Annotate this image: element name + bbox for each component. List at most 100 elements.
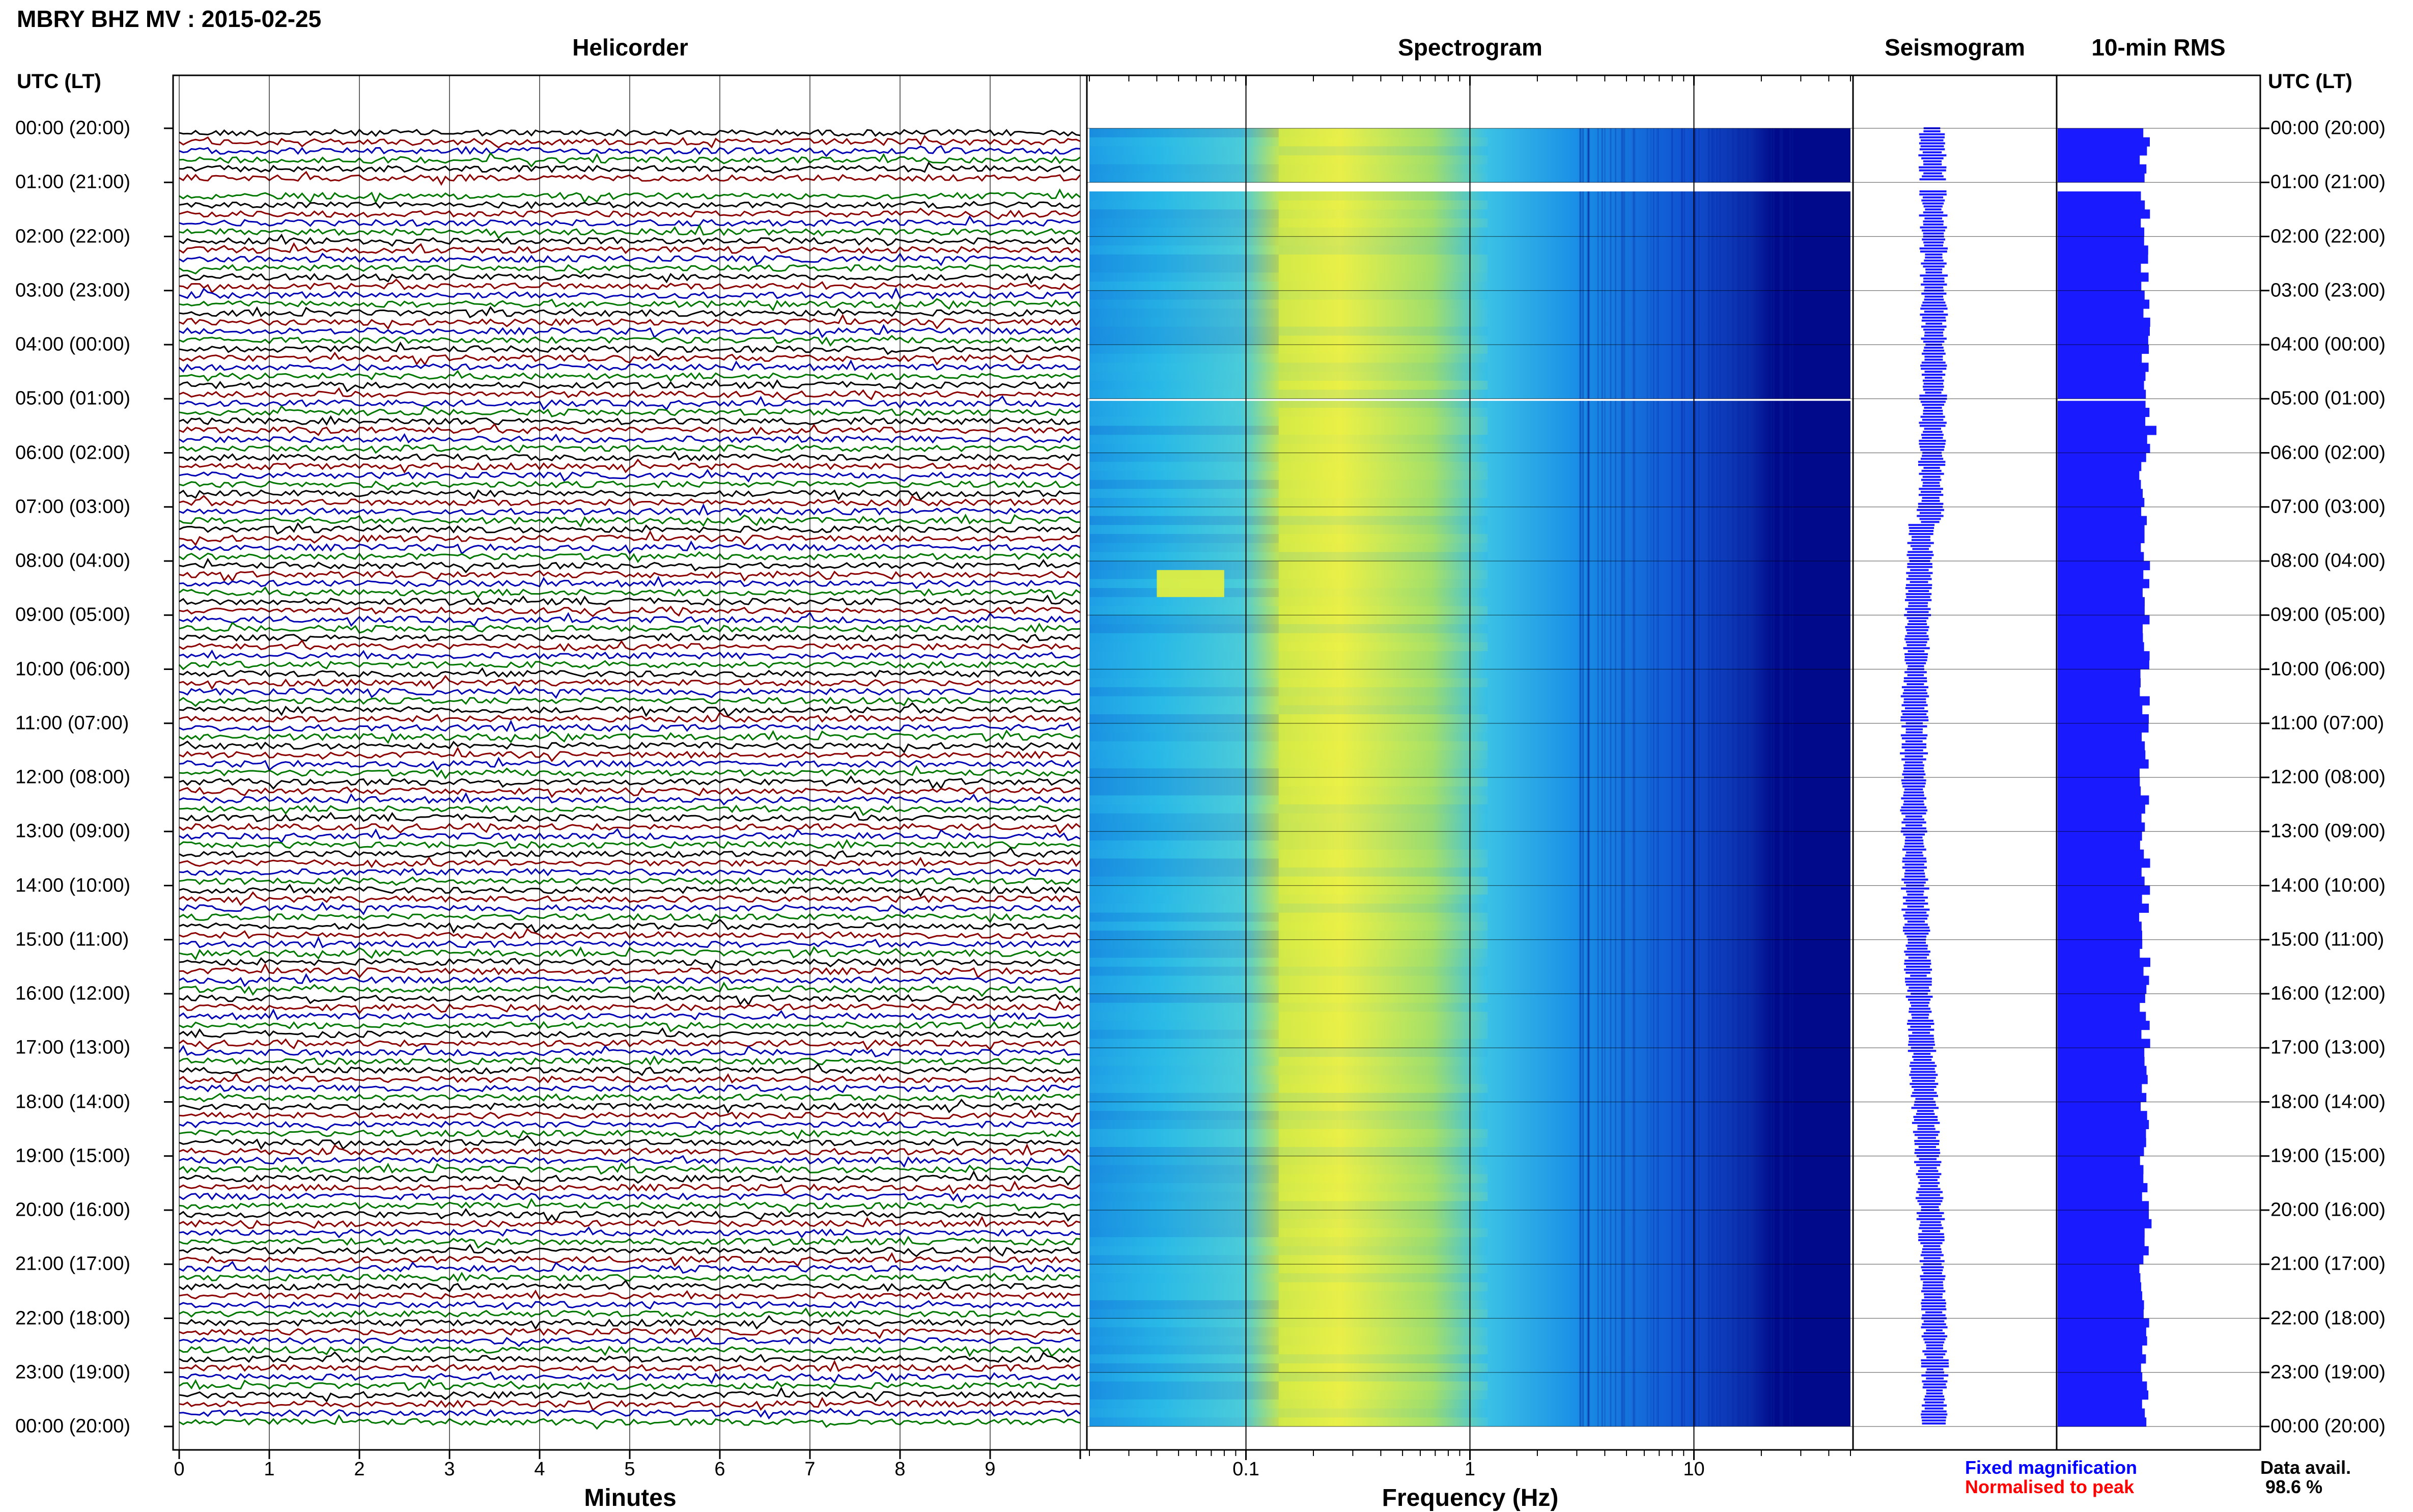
row-label-left: 06:00 (02:00) (15, 442, 131, 463)
rms-bar (2058, 732, 2142, 742)
spectrogram-band (1089, 1084, 1279, 1093)
spectrogram-band (1278, 1327, 1488, 1336)
row-label-left: 20:00 (16:00) (15, 1199, 131, 1221)
rms-bar (2058, 678, 2141, 688)
row-label-right: 07:00 (03:00) (2270, 496, 2386, 518)
spectrogram-band (1089, 885, 1279, 895)
rms-bar (2058, 570, 2144, 579)
spectrogram-band (1279, 335, 1488, 345)
spectrogram-band (1278, 1264, 1488, 1273)
spectrogram-band (1089, 1264, 1279, 1273)
spectrogram-band (1278, 146, 1488, 156)
spectrogram-band (1089, 335, 1279, 345)
spectrogram-band (1089, 1390, 1279, 1399)
spectrogram-band (1089, 1327, 1279, 1336)
spectrogram-band (1089, 128, 1279, 137)
spectrogram-band (1278, 561, 1488, 570)
rms-bar (2058, 813, 2142, 823)
row-label-right: 09:00 (05:00) (2270, 604, 2386, 626)
row-label-right: 20:00 (16:00) (2270, 1199, 2386, 1221)
spectrogram-band (1279, 435, 1488, 444)
spectrogram-band (1278, 723, 1488, 733)
rms-bar (2058, 975, 2149, 985)
spectrogram-band (1279, 588, 1488, 597)
rms-bar (2058, 1372, 2143, 1382)
rms-bar (2058, 408, 2150, 417)
rms-bar (2058, 561, 2150, 571)
spectrogram-band (1089, 282, 1279, 291)
spectrogram-band (1279, 1156, 1488, 1165)
spectrogram-band (1089, 1228, 1279, 1238)
spectrogram-band (1278, 624, 1488, 633)
spectrogram-band (1089, 1210, 1279, 1219)
spectrogram-band (1278, 948, 1488, 958)
rms-bar (2058, 272, 2149, 282)
spectrogram-band (1089, 254, 1279, 264)
spectrogram-band (1089, 795, 1279, 805)
frequency-axis-title: Frequency (Hz) (1382, 1485, 1559, 1511)
rms-bar (2058, 372, 2146, 381)
spectrogram-band (1279, 597, 1488, 606)
rms-bar (2058, 958, 2150, 967)
rms-bar (2058, 1165, 2144, 1174)
spectrogram-band (1278, 1048, 1488, 1057)
rms-bar (2058, 525, 2145, 535)
spectrogram-band (1089, 1399, 1279, 1409)
spectrogram-band (1089, 426, 1279, 435)
spectrogram-band (1089, 1381, 1279, 1391)
panel-title-seismogram: Seismogram (1884, 34, 2026, 61)
spectrogram-band (1279, 354, 1488, 363)
row-label-right: 00:00 (20:00) (2270, 117, 2386, 139)
spectrogram-band (1089, 750, 1279, 760)
spectrogram-band (1278, 741, 1488, 750)
rms-bar (2058, 389, 2146, 399)
spectrogram-band (1278, 389, 1488, 399)
rms-bar (2058, 345, 2149, 354)
spectrogram-band (1089, 399, 1279, 408)
spectrogram-band (1279, 1102, 1488, 1111)
rms-bar (2058, 209, 2150, 219)
row-label-left: 01:00 (21:00) (15, 171, 131, 193)
spectrogram-band (1278, 804, 1488, 814)
spectrogram-band (1278, 1372, 1488, 1382)
spectrogram-band (1278, 534, 1488, 543)
rms-bar (2058, 489, 2143, 498)
rms-bar (2058, 1147, 2144, 1157)
spectrogram-band (1278, 543, 1488, 552)
minute-tick-label: 1 (264, 1459, 275, 1480)
spectrogram-band (1089, 245, 1279, 255)
rms-bar (2058, 912, 2140, 922)
panel-title-spectrogram: Spectrogram (1398, 34, 1542, 61)
row-label-right: 13:00 (09:00) (2270, 820, 2386, 842)
rms-bar (2058, 931, 2142, 940)
row-label-right: 22:00 (18:00) (2270, 1307, 2386, 1329)
spectrogram-band (1278, 903, 1488, 913)
spectrogram-band (1089, 1408, 1279, 1418)
spectrogram-band (1089, 416, 1279, 426)
spectrogram-band (1089, 498, 1279, 507)
rms-bar (2058, 1246, 2149, 1255)
spectrogram-band (1278, 885, 1488, 895)
rms-bar (2058, 849, 2144, 859)
spectrogram-band (1089, 1002, 1279, 1012)
spectrogram-band (1279, 318, 1488, 327)
frequency-tick-label: 0.1 (1232, 1459, 1259, 1480)
rms-bar (2058, 1048, 2145, 1057)
spectrogram-band (1279, 841, 1488, 850)
spectrogram-band (1279, 1255, 1488, 1265)
spectrogram-band (1278, 750, 1488, 760)
rms-bar (2058, 362, 2149, 372)
rms-bar (2058, 876, 2145, 886)
minute-tick-label: 4 (534, 1459, 545, 1480)
minute-tick-label: 2 (354, 1459, 365, 1480)
spectrogram-band (1089, 236, 1279, 246)
spectrogram-band (1089, 723, 1279, 733)
spectrogram-band (1278, 1201, 1488, 1210)
row-label-left: 16:00 (12:00) (15, 983, 131, 1004)
rms-bar (2058, 714, 2149, 724)
spectrogram-band (1278, 1084, 1488, 1093)
spectrogram-band (1089, 1075, 1279, 1084)
spectrogram-band (1089, 732, 1279, 742)
spectrogram-band (1089, 975, 1279, 985)
spectrogram-band (1278, 470, 1488, 480)
